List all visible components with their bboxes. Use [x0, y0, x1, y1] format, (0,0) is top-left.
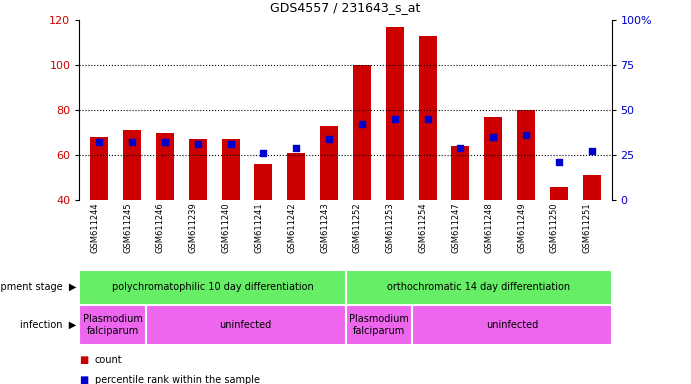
Bar	[550, 187, 568, 200]
Text: uninfected: uninfected	[220, 320, 272, 330]
Bar	[451, 146, 469, 200]
Bar	[189, 139, 207, 200]
Text: GSM611246: GSM611246	[156, 202, 165, 253]
Bar	[346, 270, 612, 305]
Point	[323, 136, 334, 142]
Point	[488, 134, 499, 140]
Point	[94, 138, 105, 144]
Point	[258, 150, 269, 156]
Point	[455, 145, 466, 151]
Bar	[484, 117, 502, 200]
Text: ■: ■	[79, 355, 88, 365]
Point	[291, 145, 302, 151]
Text: Plasmodium
falciparum: Plasmodium falciparum	[83, 314, 142, 336]
Point	[520, 132, 531, 138]
Text: GSM611247: GSM611247	[451, 202, 460, 253]
Bar	[79, 305, 146, 345]
Text: GSM611243: GSM611243	[320, 202, 329, 253]
Point	[422, 116, 433, 122]
Bar	[419, 36, 437, 200]
Text: polychromatophilic 10 day differentiation: polychromatophilic 10 day differentiatio…	[112, 283, 313, 293]
Text: development stage  ▶: development stage ▶	[0, 283, 76, 293]
Point	[225, 141, 236, 147]
Text: GSM611253: GSM611253	[386, 202, 395, 253]
Text: GSM611249: GSM611249	[517, 202, 526, 253]
Text: GSM611240: GSM611240	[222, 202, 231, 253]
Point	[160, 138, 171, 144]
Text: GDS4557 / 231643_s_at: GDS4557 / 231643_s_at	[270, 1, 421, 14]
Bar	[353, 65, 371, 200]
Text: orthochromatic 14 day differentiation: orthochromatic 14 day differentiation	[387, 283, 570, 293]
Bar	[254, 164, 272, 200]
Bar	[156, 132, 174, 200]
Text: GSM611241: GSM611241	[254, 202, 263, 253]
Point	[192, 141, 203, 147]
Text: GSM611239: GSM611239	[189, 202, 198, 253]
Bar	[517, 110, 535, 200]
Bar	[583, 175, 601, 200]
Bar	[386, 27, 404, 200]
Bar	[346, 305, 412, 345]
Bar	[412, 305, 612, 345]
Point	[389, 116, 400, 122]
Text: GSM611245: GSM611245	[123, 202, 132, 253]
Bar	[287, 153, 305, 200]
Bar	[222, 139, 240, 200]
Text: Plasmodium
falciparum: Plasmodium falciparum	[349, 314, 408, 336]
Bar	[90, 137, 108, 200]
Text: count: count	[95, 355, 122, 365]
Text: GSM611248: GSM611248	[484, 202, 493, 253]
Point	[357, 121, 368, 127]
Point	[586, 147, 597, 154]
Text: infection  ▶: infection ▶	[20, 320, 76, 330]
Bar	[146, 305, 346, 345]
Text: GSM611252: GSM611252	[353, 202, 362, 253]
Text: GSM611242: GSM611242	[287, 202, 296, 253]
Text: GSM611244: GSM611244	[90, 202, 100, 253]
Point	[553, 159, 565, 165]
Point	[126, 138, 138, 144]
Text: GSM611250: GSM611250	[550, 202, 559, 253]
Bar	[79, 270, 346, 305]
Text: uninfected: uninfected	[486, 320, 538, 330]
Text: GSM611251: GSM611251	[583, 202, 591, 253]
Bar	[320, 126, 338, 200]
Bar	[123, 130, 141, 200]
Text: ■: ■	[79, 374, 88, 384]
Text: GSM611254: GSM611254	[419, 202, 428, 253]
Text: percentile rank within the sample: percentile rank within the sample	[95, 374, 260, 384]
